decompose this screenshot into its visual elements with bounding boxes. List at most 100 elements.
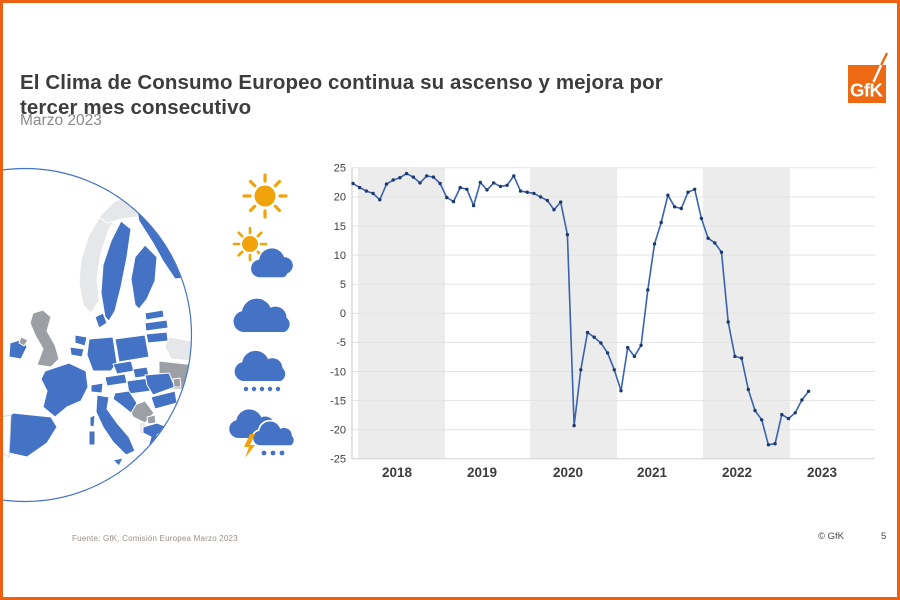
data-point-7 [398, 176, 402, 180]
x-year-label-2021: 2021 [637, 465, 668, 480]
copyright-note: © GfK [818, 531, 845, 542]
storm-drops [261, 450, 285, 456]
data-point-19 [478, 180, 482, 185]
data-point-58 [739, 356, 744, 360]
map-finland [130, 244, 158, 310]
sun-rays [242, 173, 288, 219]
data-point-51 [693, 187, 697, 191]
data-point-61 [760, 418, 764, 422]
x-year-label-2023: 2023 [807, 465, 838, 480]
data-point-10 [418, 181, 422, 185]
map-northern-ireland [18, 336, 29, 347]
data-point-32 [565, 233, 570, 237]
data-point-18 [471, 203, 476, 208]
small-sun-disc [242, 236, 258, 252]
rain-drops [243, 386, 281, 392]
map-italy [95, 394, 136, 456]
cloud-shape [233, 298, 290, 332]
y-tick-label-10: 10 [334, 250, 346, 262]
data-point-22 [498, 184, 503, 189]
x-year-label-2022: 2022 [722, 465, 752, 480]
data-point-0 [351, 181, 355, 186]
gfk-logo-accent-inner [872, 64, 883, 83]
data-point-39 [612, 368, 616, 372]
data-point-68 [806, 389, 811, 393]
page-title: El Clima de Consumo Europeo continua su … [20, 70, 720, 120]
data-point-63 [773, 442, 777, 446]
data-point-53 [706, 236, 710, 240]
y-tick-label-5: 5 [340, 279, 346, 291]
data-point-46 [659, 220, 663, 225]
y-tick-label--15: -15 [330, 395, 346, 407]
title-line-2: tercer mes consecutivo [20, 95, 252, 119]
data-point-23 [505, 183, 509, 187]
data-point-24 [512, 174, 516, 178]
x-year-label-2020: 2020 [553, 465, 583, 480]
map-united-kingdom [29, 309, 60, 368]
map-circle-outline [0, 167, 193, 503]
map-sardinia [88, 430, 96, 446]
storm-icon [229, 409, 296, 458]
map-denmark [94, 312, 108, 329]
y-tick-label--10: -10 [330, 366, 346, 378]
y-tick-label--20: -20 [330, 425, 346, 437]
map-estonia [144, 309, 165, 321]
map-belarus [164, 336, 191, 362]
map-crete [152, 459, 164, 466]
partly-cloud [249, 247, 295, 279]
data-point-60 [753, 408, 757, 413]
map-spain [4, 412, 58, 458]
data-point-64 [780, 412, 784, 417]
data-point-45 [652, 242, 657, 246]
map-austria [104, 373, 128, 387]
map-romania [144, 372, 176, 396]
data-point-41 [626, 345, 630, 350]
data-point-21 [492, 181, 496, 185]
data-point-17 [465, 187, 469, 191]
data-point-36 [592, 335, 596, 339]
data-point-43 [639, 343, 643, 347]
sunny-icon [242, 173, 288, 219]
data-point-65 [786, 416, 791, 421]
data-point-44 [646, 288, 650, 292]
data-point-26 [525, 190, 529, 194]
gfk-logo-box [848, 65, 886, 103]
map-lithuania [145, 331, 169, 344]
data-point-13 [438, 181, 442, 186]
data-point-42 [632, 354, 637, 359]
data-point-50 [686, 190, 690, 194]
consumer-climate-chart: 25 20 15 10 5 0 -5 -10 -15 -20 -25 2018 2019 2020 2021… [330, 163, 875, 480]
data-point-38 [605, 351, 610, 355]
map-turkey [172, 410, 191, 436]
map-sweden [100, 220, 132, 322]
data-point-31 [559, 200, 563, 204]
y-tick-label--5: -5 [336, 337, 346, 349]
data-point-48 [672, 205, 677, 209]
data-point-33 [572, 423, 576, 428]
rain-icon [234, 350, 286, 392]
data-point-27 [532, 191, 536, 196]
data-point-59 [746, 387, 750, 392]
gfk-logo-accent-outer [880, 52, 889, 66]
europe-map [0, 167, 193, 503]
map-moldova [172, 377, 182, 388]
data-point-40 [619, 389, 623, 393]
map-belgium [69, 346, 85, 358]
x-year-label-2019: 2019 [467, 465, 497, 480]
data-point-47 [666, 193, 670, 197]
lightning-bolt [244, 434, 255, 458]
map-portugal [0, 414, 12, 458]
data-point-4 [378, 198, 382, 202]
gfk-logo: GfK [848, 52, 889, 103]
page-number: 5 [881, 531, 887, 542]
cloud-icon [233, 298, 290, 332]
data-point-5 [384, 182, 389, 186]
map-sicily [112, 457, 124, 467]
data-point-8 [404, 171, 409, 176]
rain-cloud-shape [234, 350, 286, 381]
map-poland [114, 334, 150, 363]
data-point-54 [713, 241, 717, 245]
data-point-11 [425, 174, 429, 178]
data-point-62 [766, 443, 771, 447]
